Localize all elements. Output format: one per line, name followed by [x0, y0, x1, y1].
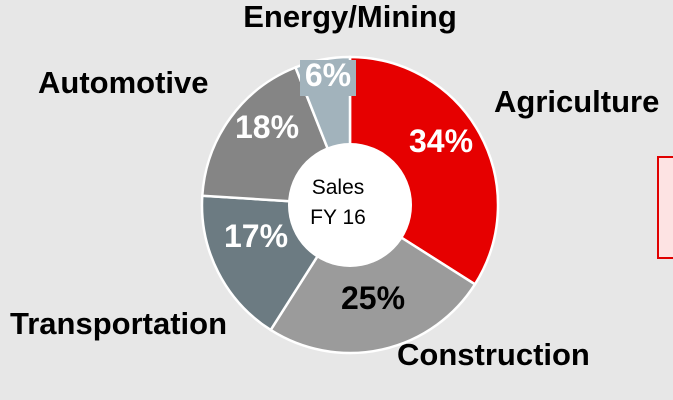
value-label-construction: 25% — [341, 280, 405, 316]
value-label-bg-energy-mining — [300, 60, 356, 96]
category-label-agriculture: Agriculture — [494, 84, 659, 119]
value-label-agriculture: 34% — [409, 123, 473, 159]
pie-slice-construction — [268, 203, 477, 355]
value-label-energy-mining: 6% — [305, 57, 351, 93]
value-label-automotive: 18% — [235, 109, 299, 145]
value-labels: 34% 25% 17% 18%6% — [224, 57, 473, 316]
center-label-line-2: FY 16 — [310, 206, 366, 229]
category-label-energy-mining: Energy/Mining — [243, 0, 457, 34]
center-label-line-1: Sales — [312, 176, 365, 199]
value-label-transportation: 17% — [224, 218, 288, 254]
category-labels: Agriculture Construction Transportation Aut… — [10, 0, 659, 372]
category-label-construction: Construction — [397, 337, 590, 372]
partial-legend-box — [657, 156, 673, 259]
category-label-transportation: Transportation — [10, 306, 227, 341]
category-label-automotive: Automotive — [38, 65, 209, 100]
center-hole — [288, 143, 412, 267]
